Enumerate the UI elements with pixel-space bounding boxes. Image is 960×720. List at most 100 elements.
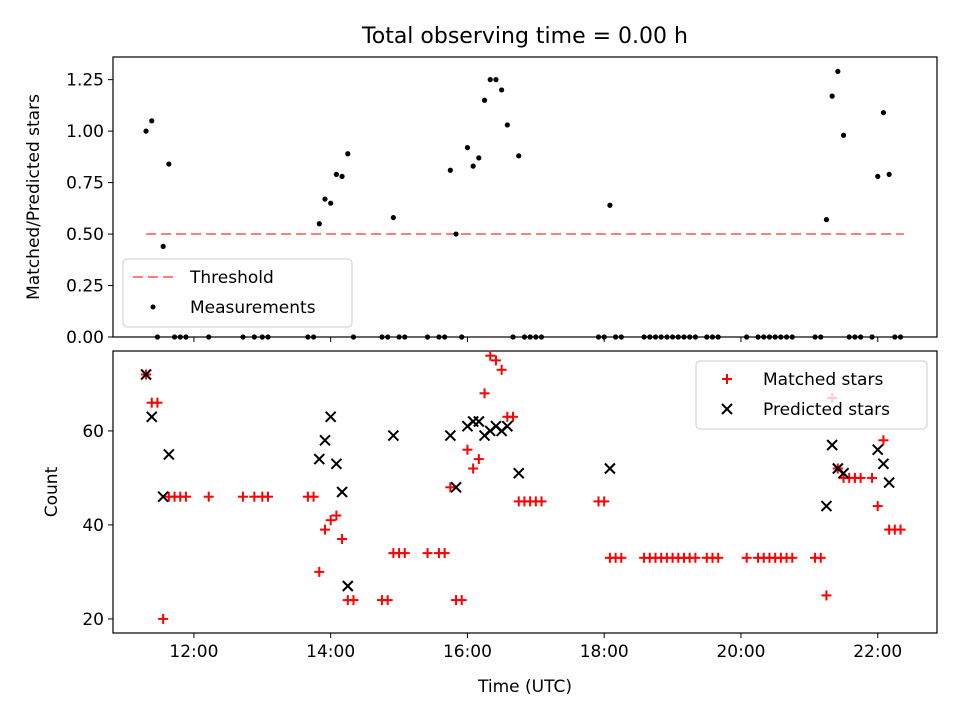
measurement-point — [453, 231, 459, 237]
measurement-point — [761, 334, 767, 340]
predicted-star-point — [324, 411, 337, 423]
measurement-point — [704, 334, 710, 340]
measurements-legend-label: Measurements — [190, 298, 316, 318]
matched-star-point — [867, 472, 878, 483]
measurement-point — [772, 334, 778, 340]
matched-star-point — [152, 397, 163, 408]
measurement-point — [521, 334, 528, 340]
matched-star-point — [878, 435, 889, 446]
matched-star-point — [895, 524, 906, 535]
measurement-point — [840, 132, 847, 138]
ratio-y-label: Matched/Predicted stars — [24, 94, 44, 300]
measurement-point — [390, 214, 396, 221]
predicted-swatch-mark — [721, 403, 733, 415]
measurement-point — [647, 334, 653, 340]
measurement-point — [812, 334, 818, 340]
ratio-y-tick-label: 1.00 — [66, 122, 104, 142]
matched-star-point — [348, 595, 359, 606]
predicted-star-point — [513, 467, 525, 479]
measurement-point — [402, 334, 408, 340]
predicted-star-point — [450, 481, 462, 494]
matched-star-point — [337, 534, 348, 544]
measurement-point — [858, 334, 864, 340]
matched-star-point — [180, 491, 191, 502]
predicted-star-point — [157, 490, 169, 503]
measurement-point — [149, 118, 155, 124]
predicted-star-point — [342, 580, 354, 592]
matched-star-point — [382, 595, 393, 606]
matched-star-point — [479, 388, 490, 399]
predicted-star-point — [837, 467, 850, 479]
x-tick-label: 12:00 — [169, 642, 218, 662]
measurement-point — [823, 217, 830, 223]
x-tick-label: 16:00 — [443, 642, 492, 662]
measurement-point — [846, 334, 852, 340]
matched-star-point — [422, 548, 433, 559]
matched-swatch-mark — [722, 374, 732, 384]
measurement-point — [687, 334, 693, 340]
predicted-star-point — [146, 411, 158, 423]
ratio-legend-box — [122, 258, 353, 328]
ratio-panel: 0.00 0.25 0.50 0.75 1.00 1.25 Matched/Predict… — [24, 56, 938, 348]
matched-star-point — [485, 350, 496, 361]
count-y-tick-label: 60 — [82, 422, 104, 442]
measurement-point — [470, 163, 476, 169]
matched-star-point — [308, 491, 319, 502]
matched-star-point — [616, 552, 627, 563]
measurement-point — [829, 93, 835, 99]
measurement-point — [641, 334, 647, 340]
measurement-point — [516, 153, 522, 159]
matched-star-point — [325, 515, 336, 526]
measurement-point — [259, 334, 265, 340]
matched-star-point — [237, 491, 248, 502]
count-legend: Matched stars Predicted stars — [695, 360, 928, 430]
matched-star-point — [399, 548, 410, 559]
x-tick-label: 20:00 — [716, 642, 765, 662]
measurement-point — [206, 334, 212, 340]
predicted-star-point — [444, 429, 457, 442]
matched-star-point — [599, 496, 610, 507]
measurement-point — [601, 334, 607, 340]
measurement-point — [897, 334, 904, 340]
matched-star-point — [855, 472, 866, 483]
measurement-point — [424, 334, 431, 340]
count-panel-frame — [112, 350, 938, 634]
measurement-point — [396, 334, 402, 340]
measurement-point — [305, 334, 311, 340]
measurement-point — [709, 334, 716, 340]
matched-star-point — [787, 552, 798, 563]
measurement-point — [143, 128, 149, 134]
figure-title: Total observing time = 0.00 h — [361, 24, 688, 49]
matched-stars-points — [141, 350, 906, 624]
measurement-point — [664, 334, 670, 340]
measurement-point — [379, 334, 385, 340]
ratio-y-tick-label: 0.75 — [66, 174, 104, 194]
measurement-point — [487, 77, 493, 83]
count-x-axis: 12:00 14:00 16:00 18:00 20:00 22:00 — [169, 633, 902, 662]
measurement-point — [675, 334, 681, 340]
measurement-point — [493, 77, 499, 83]
matched-star-point — [872, 501, 883, 512]
measurement-point — [715, 334, 721, 340]
predicted-star-point — [604, 462, 616, 475]
matched-star-point — [462, 444, 473, 455]
predicted-star-point — [820, 500, 833, 512]
measurements-legend-swatch — [150, 304, 156, 310]
measurement-point — [681, 334, 687, 340]
ratio-y-tick-label: 0.00 — [66, 328, 104, 348]
measurement-point — [310, 334, 317, 340]
measurement-point — [658, 334, 664, 340]
measurement-point — [510, 334, 516, 340]
measurement-point — [345, 151, 351, 157]
matched-star-point — [508, 411, 519, 422]
measurement-point — [339, 173, 345, 180]
measurement-point — [481, 97, 488, 103]
measurement-point — [595, 334, 602, 340]
ratio-y-tick-label: 1.25 — [66, 71, 104, 91]
matched-star-point — [468, 463, 479, 474]
count-panel: 20 40 60 12:00 14:00 16:00 18:00 20:00 22:00 Co… — [42, 350, 938, 697]
measurement-point — [527, 334, 533, 340]
measurement-point — [464, 144, 471, 151]
